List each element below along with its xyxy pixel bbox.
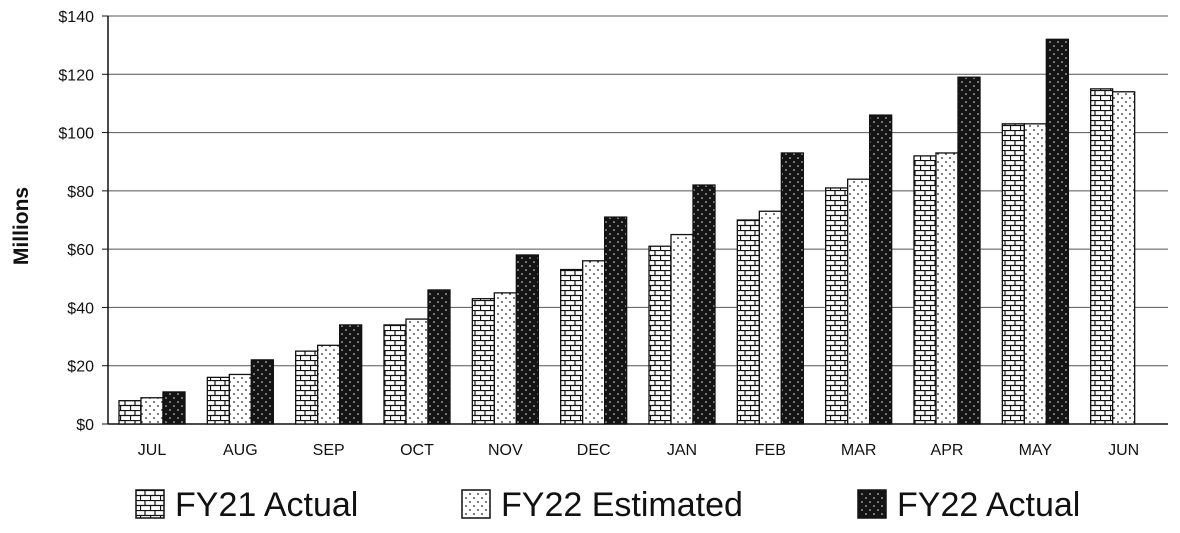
legend-label: FY22 Estimated	[501, 486, 743, 524]
bar-brick-feb	[736, 219, 760, 425]
legend-swatch-brick	[135, 489, 165, 519]
bar-brick-sep	[295, 350, 319, 425]
bar-dots-dark-sep	[339, 324, 363, 425]
bar-dots-light-aug	[228, 373, 252, 425]
bar-dots-light-jun	[1112, 91, 1136, 425]
bar-dots-dark-mar	[869, 114, 893, 425]
x-tick-label: DEC	[577, 442, 611, 459]
bar-dots-light-sep	[317, 344, 341, 425]
y-axis-label: Millions	[10, 187, 33, 265]
x-tick-label: SEP	[313, 442, 345, 459]
bar-dots-light-nov	[493, 292, 517, 425]
bar-brick-jul	[118, 400, 142, 425]
bar-dots-dark-oct	[427, 289, 451, 425]
bar-dots-dark-jan	[692, 184, 716, 425]
bar-dots-light-oct	[405, 318, 429, 425]
bar-dots-dark-nov	[515, 254, 539, 425]
axes	[102, 15, 1168, 425]
bar-brick-apr	[913, 155, 937, 425]
y-tick-label: $100	[58, 126, 94, 143]
bars	[118, 38, 1136, 425]
legend-swatch-dots-dark	[857, 489, 887, 519]
bar-dots-light-dec	[582, 260, 606, 425]
x-tick-label: APR	[931, 442, 964, 459]
y-tick-labels: $0 $20 $40 $60 $80 $100 $120 $140	[58, 9, 94, 434]
bar-dots-light-may	[1023, 123, 1047, 425]
bar-brick-oct	[383, 324, 407, 425]
bar-brick-dec	[560, 268, 584, 425]
bar-dots-light-jan	[670, 233, 694, 425]
y-tick-label: $60	[67, 242, 94, 259]
y-tick-label: $0	[76, 417, 94, 434]
x-tick-label: AUG	[223, 442, 258, 459]
x-tick-label: OCT	[400, 442, 434, 459]
bar-brick-aug	[206, 376, 230, 425]
bar-dots-light-mar	[847, 178, 871, 425]
legend-swatch-dots-light	[461, 489, 491, 519]
gridlines	[108, 15, 1168, 367]
bar-brick-may	[1001, 123, 1025, 425]
x-tick-label: NOV	[488, 442, 523, 459]
y-tick-label: $120	[58, 67, 94, 84]
x-tick-label: JUN	[1108, 442, 1139, 459]
y-tick-label: $80	[67, 184, 94, 201]
x-tick-label: MAR	[841, 442, 877, 459]
bar-dots-dark-feb	[780, 152, 804, 425]
x-tick-label: JAN	[667, 442, 697, 459]
bar-dots-dark-dec	[604, 216, 628, 425]
y-tick-label: $140	[58, 9, 94, 26]
bar-dots-dark-may	[1045, 38, 1069, 425]
bar-brick-mar	[825, 187, 849, 425]
x-tick-label: MAY	[1019, 442, 1053, 459]
y-tick-label: $20	[67, 359, 94, 376]
x-tick-label: FEB	[755, 442, 786, 459]
bar-dots-dark-aug	[250, 359, 274, 425]
bar-dots-light-feb	[758, 210, 782, 425]
bar-dots-dark-jul	[162, 391, 186, 425]
x-tick-labels: JUL AUG SEP OCT NOV DEC JAN FEB MAR APR MAY JUN	[138, 442, 1139, 459]
bar-dots-light-jul	[140, 397, 164, 425]
bar-brick-jan	[648, 245, 672, 425]
bar-dots-dark-apr	[957, 76, 981, 425]
legend: FY21 Actual FY22 Estimated FY22 Actual	[135, 486, 1080, 524]
bar-brick-nov	[471, 298, 495, 425]
bar-dots-light-apr	[935, 152, 959, 425]
legend-label: FY22 Actual	[897, 486, 1080, 524]
bar-brick-jun	[1090, 88, 1114, 425]
legend-label: FY21 Actual	[175, 486, 358, 524]
y-tick-label: $40	[67, 300, 94, 317]
x-tick-label: JUL	[138, 442, 167, 459]
